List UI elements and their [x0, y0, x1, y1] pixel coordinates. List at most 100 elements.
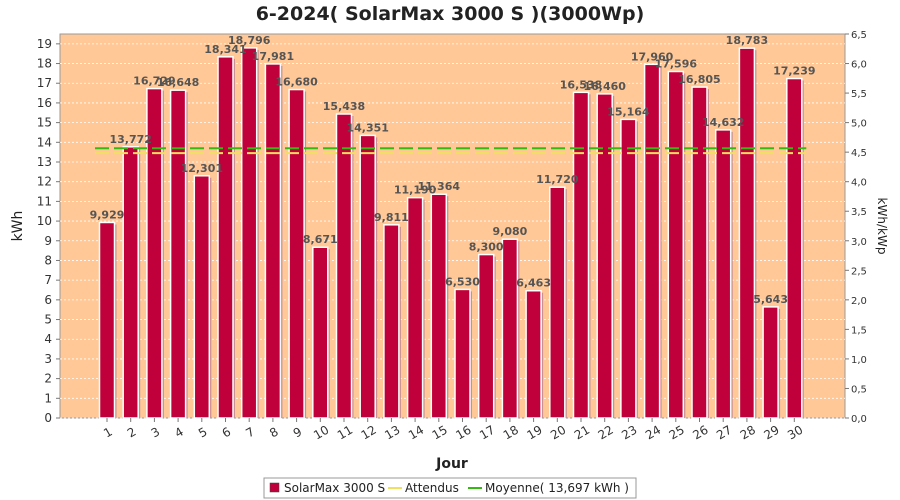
bar	[501, 238, 519, 419]
bar	[549, 186, 566, 419]
y-tick-label: 9	[44, 234, 52, 248]
bar-value-label: 6,463	[516, 277, 551, 290]
bar	[335, 113, 353, 419]
bar	[454, 288, 471, 419]
bar-value-label: 17,596	[655, 57, 698, 70]
y2-tick-label: 1,5	[851, 325, 867, 336]
bar-value-label: 9,929	[90, 208, 125, 221]
x-tick-label: 11	[335, 423, 355, 443]
y-tick-label: 3	[44, 352, 52, 366]
bar-value-label: 18,341	[204, 43, 246, 56]
x-tick-label: 5	[196, 425, 210, 441]
y-tick-label: 4	[44, 332, 52, 346]
bar	[169, 89, 187, 419]
y2-tick-label: 5,5	[851, 89, 867, 100]
bar-value-label: 6,530	[445, 275, 480, 288]
bar	[288, 88, 305, 419]
x-tick-label: 29	[761, 423, 781, 443]
legend-entry-moyenne: Moyenne( 13,697 kWh )	[485, 481, 629, 495]
bar-value-label: 11,364	[418, 180, 461, 193]
x-tick-label: 15	[430, 423, 450, 443]
bar-value-label: 16,680	[275, 76, 318, 89]
bar	[762, 306, 779, 419]
bar-value-label: 18,796	[228, 34, 271, 47]
y-tick-label: 2	[44, 372, 52, 386]
bar	[572, 91, 590, 419]
bar-value-label: 14,632	[702, 116, 744, 129]
bar-value-label: 17,981	[252, 50, 294, 63]
y-tick-label: 1	[44, 391, 52, 405]
bar	[217, 56, 234, 419]
bar-value-label: 16,538	[560, 78, 602, 91]
bar	[312, 246, 329, 419]
bar	[383, 224, 400, 419]
legend-box	[263, 477, 637, 499]
y2-tick-label: 0,0	[851, 414, 867, 425]
bar	[264, 63, 282, 419]
y-tick-label: 19	[37, 37, 52, 51]
x-tick-label: 3	[149, 425, 163, 441]
x-tick-label: 17	[477, 423, 497, 443]
bar	[596, 93, 613, 419]
y2-tick-label: 4,5	[851, 148, 867, 159]
y-tick-label: 11	[37, 194, 52, 208]
x-tick-label: 12	[359, 423, 379, 443]
y-tick-label: 17	[37, 76, 52, 90]
y-tick-label: 13	[37, 155, 52, 169]
x-tick-label: 26	[690, 423, 710, 443]
bar-value-label: 16,805	[678, 73, 720, 86]
bar	[98, 221, 116, 419]
x-tick-label: 2	[125, 425, 139, 441]
bar-value-label: 16,648	[157, 76, 199, 89]
y-tick-label: 14	[37, 135, 52, 149]
bar-value-label: 11,720	[536, 173, 579, 186]
x-axis-label: Jour	[435, 456, 468, 472]
bar	[477, 253, 495, 419]
bar	[691, 86, 708, 419]
gridlines	[60, 43, 845, 419]
bar	[620, 118, 637, 419]
bar-value-label: 14,351	[346, 121, 388, 134]
bar-value-label: 8,671	[303, 233, 338, 246]
x-axis-ticks: 1 2 3 4 5 6 7 8 9 10 11 12 13 14 15 16 17 18 19 20 21 22 23 24 2…	[101, 418, 805, 442]
legend-entry-attendus: Attendus	[405, 481, 459, 495]
bar	[193, 175, 211, 419]
x-tick-label: 13	[382, 423, 402, 443]
x-tick-label: 19	[524, 423, 544, 443]
x-tick-label: 4	[172, 425, 186, 441]
bar-value-label: 8,300	[469, 241, 504, 254]
bar-value-label: 16,729	[133, 75, 175, 88]
y-tick-label: 15	[37, 116, 52, 130]
bar	[525, 289, 542, 419]
bar-value-label: 12,301	[181, 162, 223, 175]
x-tick-label: 1	[101, 425, 115, 441]
y2-axis-label: kWh/kWp	[875, 198, 889, 255]
bars	[98, 47, 804, 419]
bar-value-label: 11,190	[394, 184, 437, 197]
y-tick-label: 12	[37, 175, 52, 189]
x-tick-label: 7	[243, 425, 257, 441]
reference-lines	[95, 147, 807, 155]
bar-value-label: 9,080	[493, 225, 528, 238]
y2-tick-label: 2,5	[851, 266, 867, 277]
y-tick-label: 8	[44, 253, 52, 267]
y2-tick-label: 3,0	[851, 237, 867, 248]
x-tick-label: 14	[406, 423, 426, 443]
x-tick-label: 28	[738, 423, 758, 443]
x-tick-label: 21	[572, 423, 592, 443]
bar-value-label: 5,643	[753, 293, 788, 306]
legend-entry-solarmax: SolarMax 3000 S	[284, 481, 385, 495]
plot-area	[59, 33, 846, 419]
x-tick-label: 9	[291, 425, 305, 441]
y-tick-label: 0	[44, 411, 52, 425]
x-tick-label: 30	[785, 423, 805, 443]
bar	[122, 146, 139, 419]
bar	[430, 193, 448, 419]
y-tick-label: 10	[37, 214, 52, 228]
x-tick-label: 25	[667, 423, 687, 443]
y2-tick-label: 1,0	[851, 355, 867, 366]
x-tick-label: 16	[453, 423, 473, 443]
bar-value-label: 9,811	[374, 211, 409, 224]
